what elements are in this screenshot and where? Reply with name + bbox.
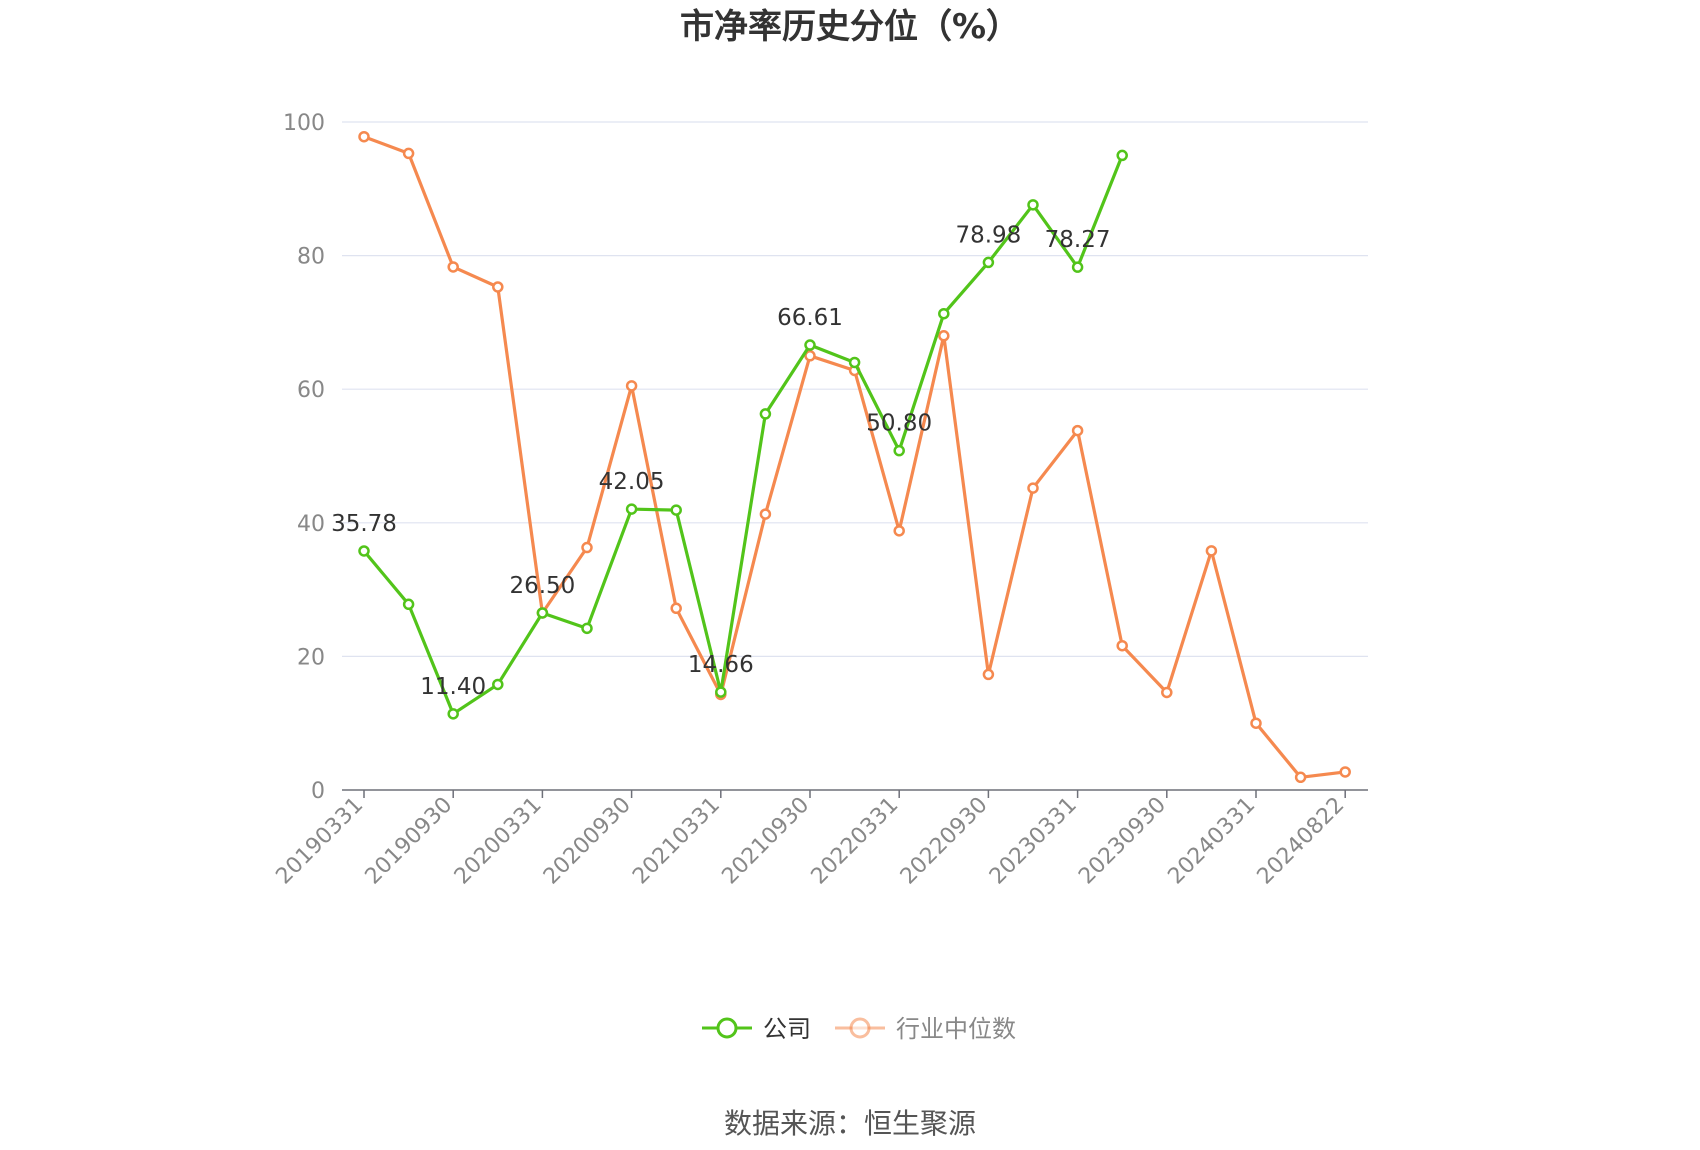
industry-line (363, 135, 1346, 779)
company-point[interactable] (982, 256, 995, 269)
chart-title: 市净率历史分位（%） (680, 7, 1020, 47)
company-point[interactable] (358, 545, 370, 557)
y-axis-ticks: 0 20 40 60 80 100 (283, 111, 325, 804)
data-label: 26.50 (509, 573, 575, 599)
company-point[interactable] (804, 339, 816, 351)
industry-point[interactable] (982, 668, 995, 681)
company-point[interactable] (492, 678, 504, 691)
company-point[interactable] (893, 444, 905, 457)
industry-point[interactable] (1161, 686, 1173, 699)
y-tick-label: 60 (297, 378, 325, 403)
company-point[interactable] (581, 622, 593, 635)
company-point[interactable] (848, 356, 861, 369)
industry-point[interactable] (1116, 639, 1128, 652)
company-point[interactable] (670, 504, 682, 516)
data-label: 14.66 (688, 652, 754, 678)
x-tick-label: 20240331 (1163, 793, 1260, 890)
y-tick-label: 100 (283, 111, 325, 136)
company-point[interactable] (1116, 149, 1128, 162)
industry-point[interactable] (1294, 771, 1307, 784)
company-point[interactable] (759, 408, 772, 420)
industry-point[interactable] (358, 130, 370, 143)
industry-point[interactable] (893, 525, 905, 537)
legend-item-company[interactable]: 公司 (702, 1015, 811, 1043)
data-label: 11.40 (420, 674, 486, 700)
x-tick-label: 20230331 (985, 793, 1082, 890)
x-tick-label: 20190930 (361, 793, 458, 890)
series-company (358, 149, 1128, 720)
y-tick-label: 0 (311, 779, 325, 804)
industry-point[interactable] (492, 281, 504, 293)
company-point[interactable] (938, 307, 950, 320)
company-point[interactable] (402, 598, 415, 611)
company-point[interactable] (1071, 261, 1084, 273)
data-label: 66.61 (777, 305, 843, 331)
data-label: 78.98 (955, 222, 1021, 248)
industry-point[interactable] (581, 541, 593, 554)
industry-point[interactable] (759, 508, 772, 520)
industry-point[interactable] (1250, 717, 1262, 729)
company-line (362, 154, 1124, 716)
x-tick-label: 20240822 (1253, 793, 1350, 890)
series-industry (358, 130, 1351, 784)
data-labels: 35.78 11.40 26.50 42.05 14.66 66.61 50.80 78.98… (331, 222, 1110, 699)
x-tick-label: 20220930 (896, 793, 993, 890)
grid (342, 121, 1368, 658)
company-point[interactable] (1027, 199, 1039, 211)
industry-point[interactable] (447, 261, 459, 273)
legend-label-industry: 行业中位数 (896, 1015, 1016, 1043)
y-tick-label: 40 (297, 512, 325, 537)
company-point[interactable] (715, 686, 727, 698)
x-tick-label: 20220331 (807, 793, 904, 890)
industry-point[interactable] (938, 330, 950, 342)
industry-point[interactable] (1205, 545, 1218, 557)
company-point[interactable] (536, 607, 549, 619)
legend-item-industry[interactable]: 行业中位数 (835, 1015, 1016, 1043)
industry-point[interactable] (1339, 766, 1351, 778)
x-tick-label: 20210930 (717, 793, 814, 890)
x-tick-label: 20200331 (450, 793, 547, 890)
company-point[interactable] (447, 708, 459, 720)
x-tick-label: 20210331 (628, 793, 725, 890)
industry-point[interactable] (625, 380, 638, 392)
y-tick-label: 20 (297, 645, 325, 670)
data-label: 50.80 (866, 411, 932, 437)
x-tick-label: 20190331 (271, 793, 368, 890)
legend[interactable]: 公司 行业中位数 (702, 1015, 1016, 1043)
x-tick-label: 20200930 (539, 793, 636, 890)
x-axis: 2019033120190930202003312020093020210331… (271, 789, 1368, 890)
industry-point[interactable] (1027, 482, 1039, 494)
data-label: 42.05 (599, 469, 665, 495)
industry-point[interactable] (1071, 424, 1084, 437)
data-label: 78.27 (1045, 227, 1111, 253)
x-tick-label: 20230930 (1074, 793, 1171, 890)
y-tick-label: 80 (297, 245, 325, 270)
company-point[interactable] (625, 503, 638, 515)
industry-point[interactable] (402, 147, 415, 160)
data-source: 数据来源：恒生聚源 (724, 1107, 976, 1140)
industry-point[interactable] (670, 602, 682, 615)
industry-point[interactable] (804, 350, 816, 362)
data-label: 35.78 (331, 511, 397, 537)
legend-label-company: 公司 (763, 1015, 811, 1043)
